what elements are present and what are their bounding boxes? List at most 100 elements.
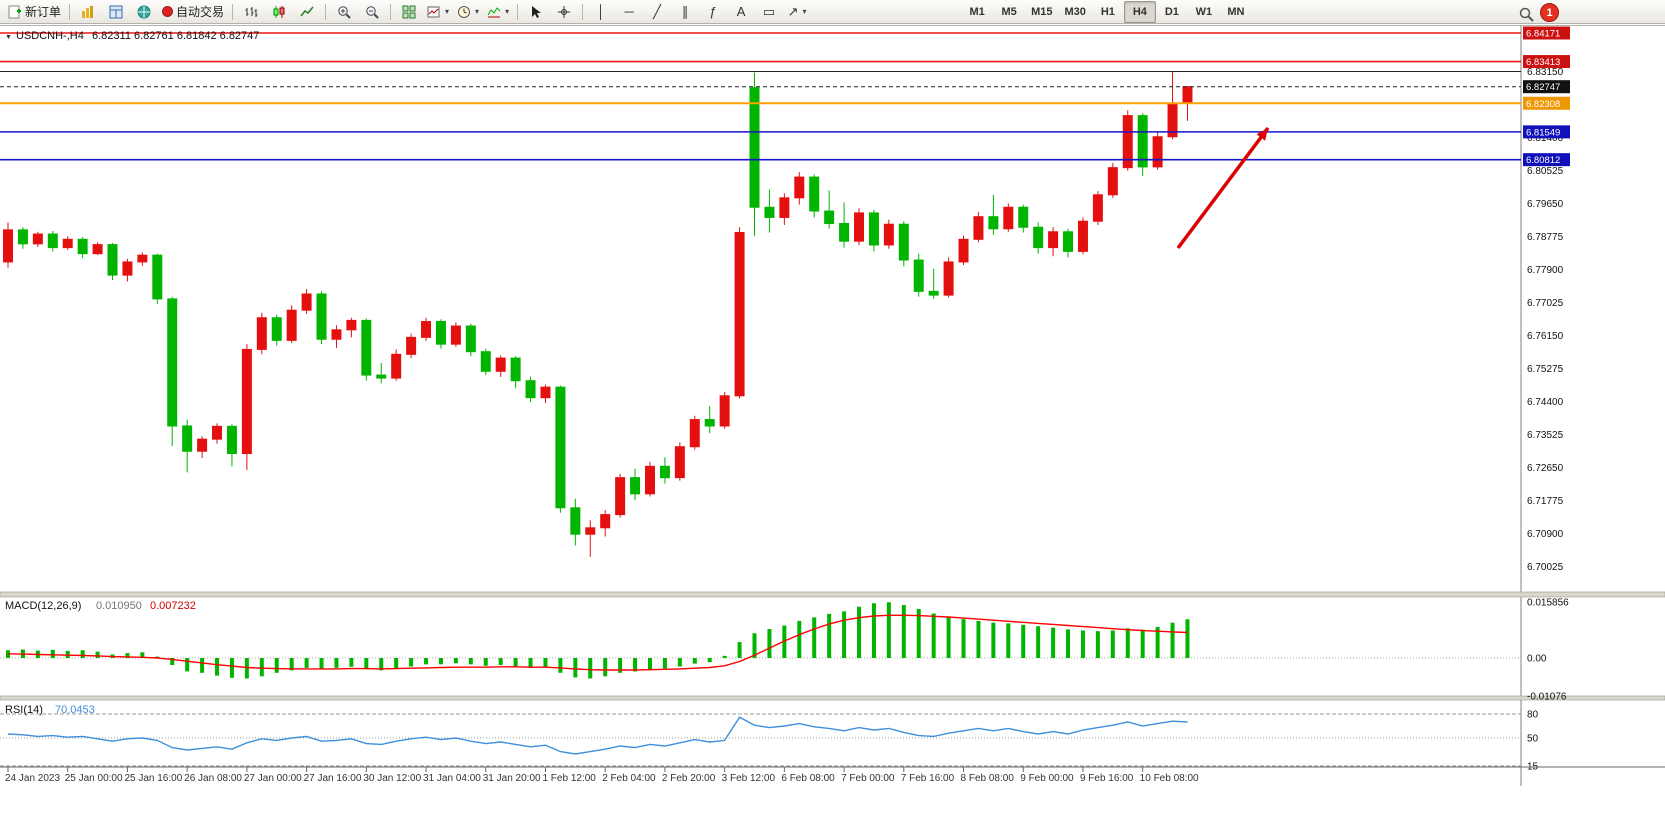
- macd-panel: 0.015856 0.00 -0.01076 MACD(12,26,9) 0.01095…: [0, 597, 1569, 703]
- crosshair-button[interactable]: [550, 1, 578, 23]
- horizontal-line-6.81549[interactable]: 6.81549: [0, 125, 1570, 138]
- svg-text:6.82308: 6.82308: [1526, 99, 1560, 110]
- auto-trading-button[interactable]: 自动交易: [158, 1, 228, 23]
- svg-text:6.73525: 6.73525: [1527, 430, 1564, 441]
- tile-windows-icon: [402, 5, 416, 19]
- timeframe-h1-button[interactable]: H1: [1100, 5, 1115, 18]
- cursor-button[interactable]: [522, 1, 550, 23]
- timeframe-group: M1 M5 M15 M30 H1 H4 D1 W1 MN: [961, 0, 1252, 23]
- crosshair-icon: [557, 5, 571, 19]
- timeframe-d1-button[interactable]: D1: [1164, 5, 1179, 18]
- svg-text:2 Feb 20:00: 2 Feb 20:00: [662, 773, 716, 784]
- auto-trading-status-icon: [162, 6, 174, 17]
- timeframe-m15-button[interactable]: M15: [1031, 5, 1053, 18]
- svg-text:50: 50: [1527, 734, 1539, 745]
- vertical-line-tool[interactable]: │: [597, 4, 606, 19]
- svg-text:24 Jan 2023: 24 Jan 2023: [5, 773, 60, 784]
- svg-text:6.84171: 6.84171: [1526, 29, 1560, 40]
- svg-text:6.70025: 6.70025: [1527, 562, 1564, 573]
- chart-frame: [0, 25, 1665, 786]
- tile-windows-button[interactable]: [395, 1, 423, 23]
- chart-bars-button[interactable]: [237, 1, 265, 23]
- svg-text:0.015856: 0.015856: [1527, 597, 1569, 608]
- svg-text:RSI(14): RSI(14): [5, 704, 43, 716]
- new-order-label: 新订单: [25, 5, 62, 19]
- period-button[interactable]: ▾: [453, 1, 483, 23]
- line-chart-icon: [300, 5, 314, 19]
- fibonacci-tool[interactable]: ƒ: [709, 4, 717, 19]
- text-tool[interactable]: A: [736, 4, 746, 19]
- svg-text:2 Feb 04:00: 2 Feb 04:00: [602, 773, 656, 784]
- svg-text:0.00: 0.00: [1527, 654, 1547, 665]
- timeframe-w1-button[interactable]: W1: [1195, 5, 1213, 18]
- clock-icon: [457, 5, 471, 19]
- new-chart-button[interactable]: ▾: [423, 1, 453, 23]
- horizontal-line-6.82747[interactable]: 6.82747: [0, 80, 1570, 94]
- main-toolbar: 新订单 自动交易 ▾ ▾ ▾ │ ─ ╱ ∥ ƒ A ▭ ↗ ▾ M1 M5 M1…: [0, 0, 1665, 24]
- trend-arrow-annotation[interactable]: [1176, 126, 1270, 250]
- new-chart-icon: [427, 5, 441, 19]
- zoom-in-button[interactable]: [330, 1, 358, 23]
- svg-text:30 Jan 12:00: 30 Jan 12:00: [363, 773, 421, 784]
- horizontal-line-6.80812[interactable]: 6.80812: [0, 153, 1570, 167]
- dropdown-caret-icon: ▾: [445, 7, 450, 16]
- notification-badge[interactable]: 1: [1540, 3, 1559, 22]
- toolbar-separator: [69, 3, 71, 20]
- svg-text:USDCNH-,H4: USDCNH-,H4: [16, 30, 84, 42]
- navigator-button[interactable]: [130, 1, 158, 23]
- charts-button[interactable]: [74, 1, 102, 23]
- dropdown-caret-icon: ▾: [505, 7, 510, 16]
- zoom-out-button[interactable]: [358, 1, 386, 23]
- svg-text:8 Feb 08:00: 8 Feb 08:00: [961, 773, 1015, 784]
- svg-text:6.78775: 6.78775: [1527, 232, 1564, 243]
- svg-text:9 Feb 16:00: 9 Feb 16:00: [1080, 773, 1134, 784]
- timeframe-m5-button[interactable]: M5: [1001, 5, 1017, 18]
- svg-text:6.83150: 6.83150: [1527, 67, 1564, 78]
- svg-text:6.72650: 6.72650: [1527, 463, 1564, 474]
- dropdown-caret-icon: ▾: [475, 7, 480, 16]
- timeframe-m30-button[interactable]: M30: [1064, 5, 1086, 18]
- candlestick-series: [3, 71, 1193, 557]
- svg-text:6.81549: 6.81549: [1526, 127, 1560, 138]
- svg-text:7 Feb 00:00: 7 Feb 00:00: [841, 773, 895, 784]
- horizontal-line-6.84171[interactable]: 6.84171: [0, 26, 1570, 40]
- indicators-button[interactable]: ▾: [483, 1, 513, 23]
- svg-text:26 Jan 08:00: 26 Jan 08:00: [184, 773, 242, 784]
- horizontal-line-tool[interactable]: ─: [624, 4, 634, 19]
- svg-text:6.83413: 6.83413: [1526, 57, 1560, 68]
- zoom-out-icon: [365, 5, 379, 19]
- svg-text:70.0453: 70.0453: [55, 704, 95, 716]
- svg-text:27 Jan 16:00: 27 Jan 16:00: [304, 773, 362, 784]
- svg-text:6.80525: 6.80525: [1527, 166, 1564, 177]
- new-order-button[interactable]: 新订单: [4, 1, 65, 23]
- toolbar-separator: [390, 3, 392, 20]
- price-axis: 6.831506.822756.814006.805256.796506.787…: [1527, 67, 1564, 573]
- arrows-tool[interactable]: ↗ ▾: [783, 1, 811, 23]
- arrows-icon: ↗: [787, 4, 799, 19]
- chart-title: ▼ USDCNH-,H4 6.82311 6.82761 6.81842 6.827…: [5, 30, 259, 42]
- svg-text:0.007232: 0.007232: [150, 600, 196, 612]
- market-watch-button[interactable]: [102, 1, 130, 23]
- timeframe-h4-button[interactable]: H4: [1123, 0, 1156, 23]
- indicators-icon: [487, 5, 501, 19]
- timeframe-m1-button[interactable]: M1: [969, 5, 985, 18]
- chart-line-button[interactable]: [293, 1, 321, 23]
- label-tool[interactable]: ▭: [762, 4, 776, 19]
- cursor-icon: [529, 5, 543, 19]
- timeframe-mn-button[interactable]: MN: [1227, 5, 1245, 18]
- svg-text:6.82747: 6.82747: [1526, 82, 1560, 93]
- svg-text:-0.01076: -0.01076: [1527, 692, 1567, 703]
- svg-text:0.010950: 0.010950: [96, 600, 142, 612]
- horizontal-line-6.82308[interactable]: 6.82308: [0, 96, 1570, 110]
- svg-text:31 Jan 04:00: 31 Jan 04:00: [423, 773, 481, 784]
- horizontal-line-6.83413[interactable]: 6.83413: [0, 55, 1570, 69]
- chart-candles-button[interactable]: [265, 1, 293, 23]
- toolbar-separator: [517, 3, 519, 20]
- channel-tool[interactable]: ∥: [681, 4, 689, 19]
- search-button[interactable]: [1512, 3, 1540, 25]
- svg-text:6.74400: 6.74400: [1527, 397, 1564, 408]
- trendline-tool[interactable]: ╱: [653, 4, 661, 19]
- svg-text:6.71775: 6.71775: [1527, 496, 1564, 507]
